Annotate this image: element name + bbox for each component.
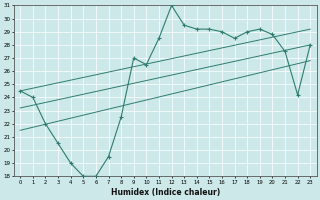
X-axis label: Humidex (Indice chaleur): Humidex (Indice chaleur) [111, 188, 220, 197]
